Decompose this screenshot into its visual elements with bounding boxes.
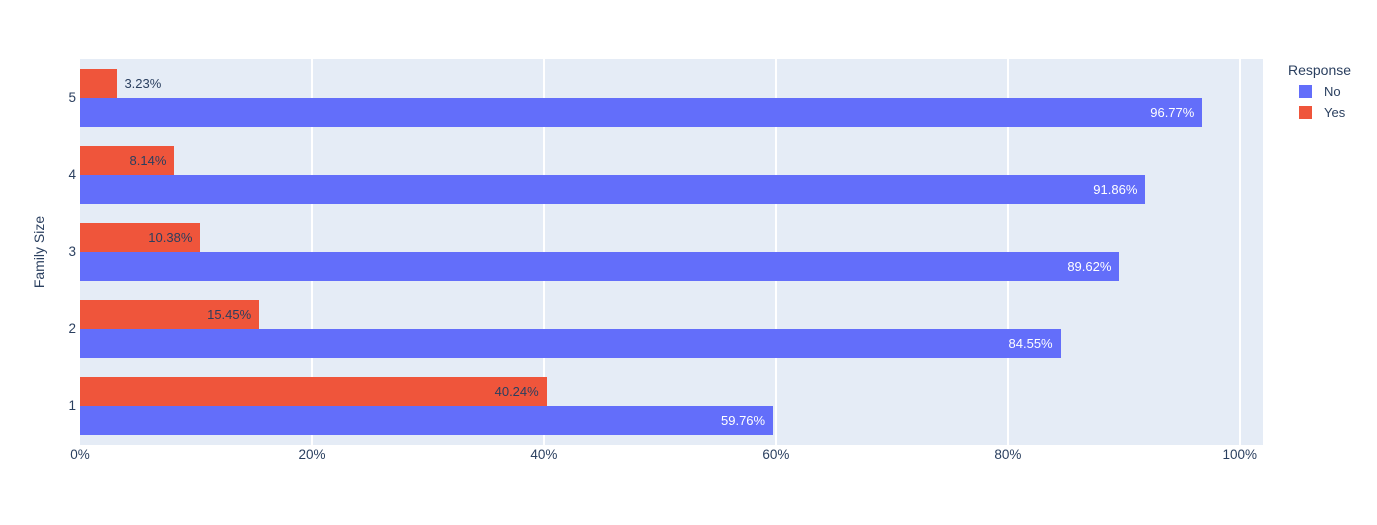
x-tick-label: 0% <box>70 447 90 462</box>
bar-no-family-2[interactable]: 84.55% <box>80 329 1061 359</box>
legend-item-label: Yes <box>1324 105 1346 120</box>
bar-no-family-3[interactable]: 89.62% <box>80 252 1120 281</box>
bar-no-family-5[interactable]: 96.77% <box>80 97 1203 127</box>
legend-swatch-icon <box>1299 85 1312 98</box>
y-tick-label: 3 <box>68 244 76 259</box>
x-tick-label: 60% <box>762 447 790 462</box>
legend-item-label: No <box>1324 84 1341 99</box>
bar-value-label: 40.24% <box>494 384 539 400</box>
bar-yes-family-1[interactable]: 40.24% <box>80 377 547 407</box>
gridline-100 <box>1238 59 1241 445</box>
bar-value-label: 84.55% <box>1008 336 1053 352</box>
legend: Response No Yes <box>1285 62 1351 126</box>
y-tick-label: 2 <box>68 321 76 337</box>
bar-value-label: 8.14% <box>129 152 167 168</box>
bar-yes-family-4[interactable]: 8.14% <box>80 145 175 175</box>
bar-no-family-4[interactable]: 91.86% <box>80 174 1146 204</box>
bar-value-label: 89.62% <box>1067 259 1112 274</box>
legend-item-no[interactable]: No <box>1285 84 1351 99</box>
bar-value-label: 3.23% <box>124 75 162 91</box>
bar-value-label: 10.38% <box>148 230 193 245</box>
x-tick-label: 100% <box>1222 447 1258 462</box>
bar-yes-family-2[interactable]: 15.45% <box>80 300 260 330</box>
bar-value-label: 91.86% <box>1093 181 1138 197</box>
bar-no-family-1[interactable]: 59.76% <box>80 406 774 436</box>
x-tick-label: 80% <box>994 447 1022 462</box>
legend-title: Response <box>1288 62 1352 78</box>
y-tick-label: 5 <box>68 89 76 105</box>
x-tick-label: 20% <box>298 447 326 462</box>
bar-value-label: 96.77% <box>1150 104 1195 120</box>
bar-yes-family-5[interactable] <box>80 68 118 98</box>
plot-area[interactable]: 96.77% 3.23% 91.86% 8.14% 89.62% 10.38% 84.55%… <box>80 59 1263 445</box>
y-tick-label: 1 <box>68 398 76 414</box>
legend-item-yes[interactable]: Yes <box>1285 105 1351 120</box>
x-tick-label: 40% <box>530 447 558 462</box>
legend-swatch-icon <box>1299 106 1312 119</box>
bar-value-label: 59.76% <box>721 413 766 429</box>
bar-value-label: 15.45% <box>207 307 252 323</box>
bar-yes-family-3[interactable]: 10.38% <box>80 223 201 252</box>
y-tick-label: 4 <box>68 166 76 182</box>
